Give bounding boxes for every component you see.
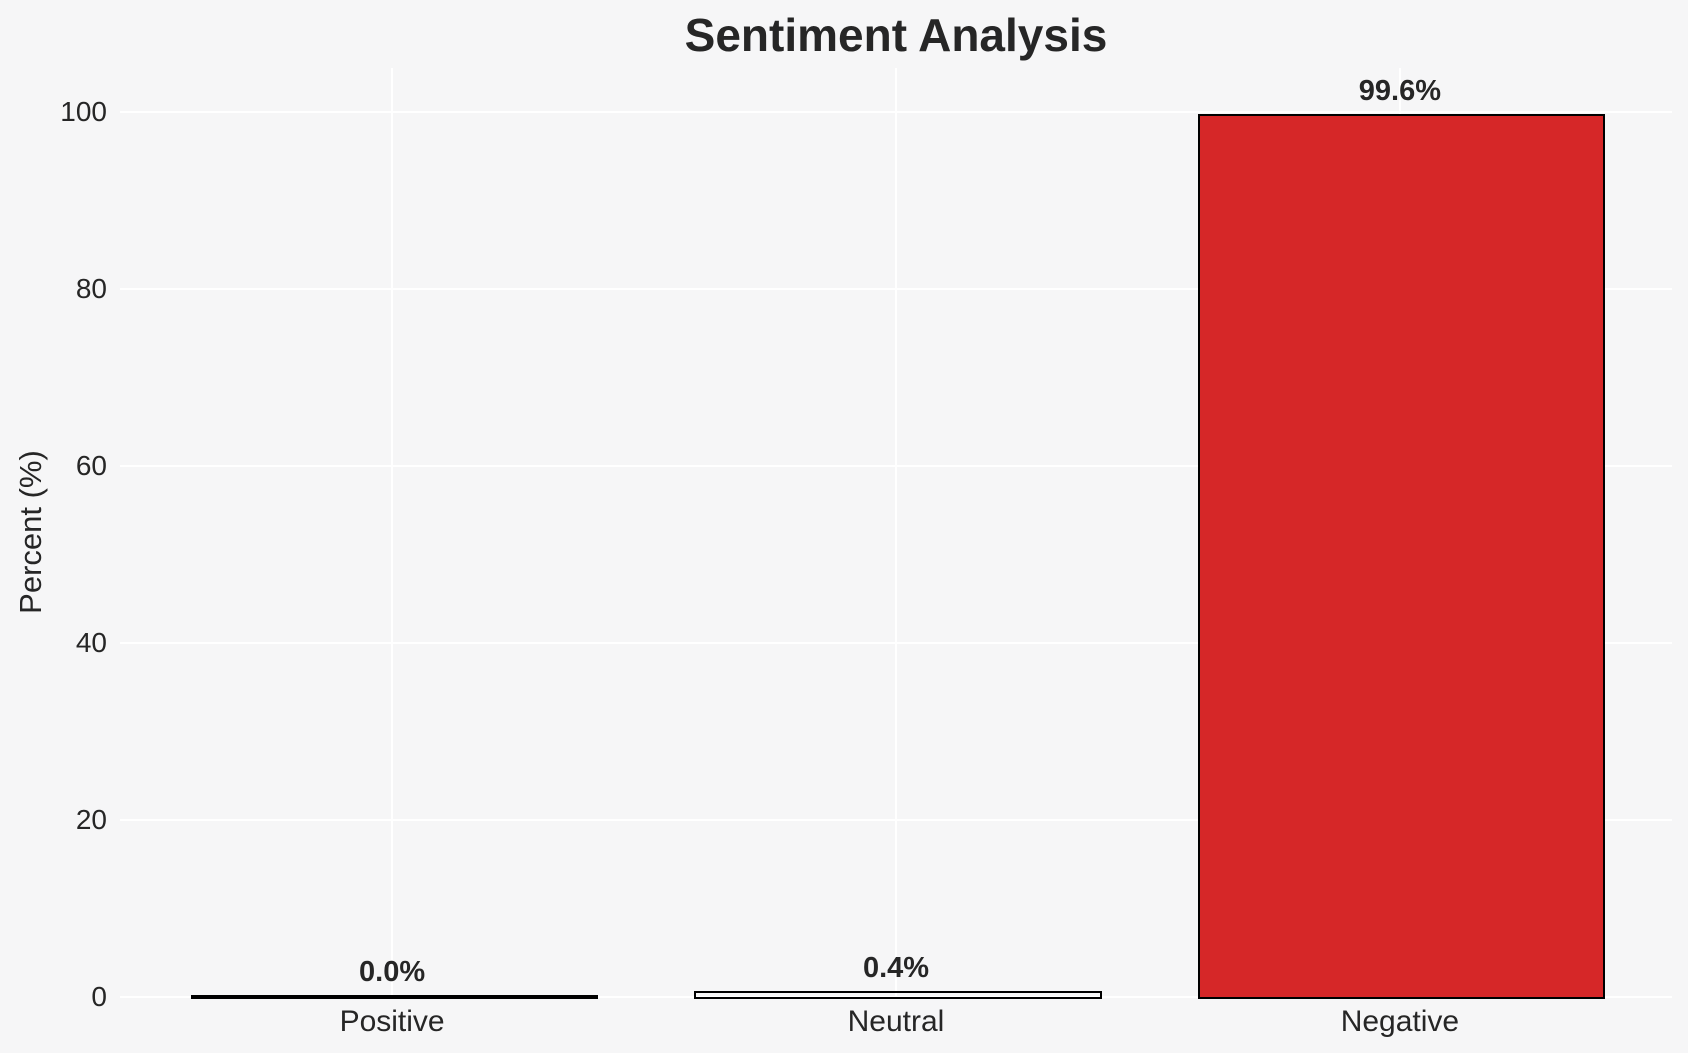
bar-value-label: 0.0%: [359, 956, 426, 988]
y-tick-label: 20: [75, 804, 107, 836]
bar-positive: [190, 995, 598, 999]
bar-value-label: 99.6%: [1358, 74, 1442, 107]
gridline-vertical: [895, 68, 897, 997]
gridline-horizontal: [120, 996, 1672, 998]
y-tick-label: 80: [75, 273, 107, 305]
bar-value-label: 0.4%: [862, 952, 930, 985]
y-tick-label: 40: [75, 627, 107, 659]
y-tick-label: 100: [60, 96, 107, 128]
x-tick-label-positive: Positive: [339, 1005, 445, 1038]
y-tick-label: 60: [75, 450, 107, 482]
gridline-vertical: [391, 68, 394, 997]
chart-title: Sentiment Analysis: [684, 9, 1108, 61]
bar-negative: [1198, 113, 1606, 999]
plot-area: 0.0% 0.4% 99.6%: [120, 68, 1672, 999]
bar-neutral: [694, 991, 1102, 999]
x-tick-label-neutral: Neutral: [847, 1005, 945, 1038]
y-tick-label: 0: [91, 981, 107, 1012]
x-tick-label-negative: Negative: [1340, 1005, 1460, 1038]
